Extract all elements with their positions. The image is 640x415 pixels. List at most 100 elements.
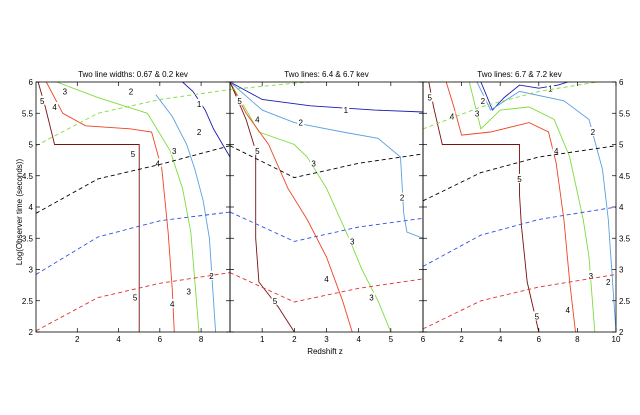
contour-label-bg bbox=[253, 145, 261, 155]
y-tick-label: 6 bbox=[29, 78, 34, 87]
contour-label: 2 bbox=[209, 272, 214, 281]
contour-line-2 bbox=[476, 82, 616, 332]
y-axis-label: Log(Observer time (seconds)) bbox=[15, 159, 24, 266]
contour-line-2 bbox=[230, 82, 423, 239]
y-tick-label-right: 5 bbox=[619, 141, 624, 150]
x-tick-label: 10 bbox=[612, 335, 621, 344]
contour-label-bg bbox=[564, 305, 572, 315]
contour-label: 3 bbox=[186, 287, 191, 296]
contour-line-4 bbox=[230, 82, 353, 332]
contour-label: 4 bbox=[156, 159, 161, 168]
contour-label: 3 bbox=[589, 272, 594, 281]
y-tick-label-right: 2 bbox=[619, 328, 624, 337]
contour-label-bg bbox=[185, 286, 193, 296]
dashed-curve bbox=[423, 274, 616, 330]
y-tick-label: 2.5 bbox=[22, 297, 34, 306]
contour-label-bg bbox=[552, 145, 560, 155]
dashed-curve bbox=[230, 272, 423, 303]
y-tick-label: 3.5 bbox=[22, 234, 34, 243]
contour-label: 4 bbox=[566, 306, 571, 315]
contour-line-4 bbox=[445, 82, 576, 332]
contour-label-bg bbox=[271, 295, 279, 305]
y-tick-label: 5 bbox=[29, 141, 34, 150]
y-tick-label-right: 6 bbox=[619, 78, 624, 87]
y-tick-label-right: 4.5 bbox=[619, 172, 631, 181]
contour-label: 5 bbox=[273, 297, 278, 306]
y-tick-label-right: 2.5 bbox=[619, 297, 631, 306]
dashed-curve bbox=[36, 211, 230, 275]
y-tick-label-right: 5.5 bbox=[619, 109, 631, 118]
contour-label-bg bbox=[368, 292, 376, 302]
dashed-curve bbox=[36, 272, 230, 332]
y-tick-label: 4 bbox=[29, 203, 34, 212]
panels: Two line widths: 0.67 & 0.2 kev122233344… bbox=[22, 70, 631, 344]
contour-label: 2 bbox=[481, 97, 486, 106]
contour-label: 4 bbox=[324, 275, 329, 284]
contour-label-bg bbox=[236, 95, 244, 105]
dashed-curve bbox=[423, 206, 616, 267]
contour-label: 5 bbox=[535, 312, 540, 321]
panel-lines: 1 2 2 3 3 3 4 4 5 5 5 bbox=[230, 82, 423, 332]
dashed-curve bbox=[423, 82, 600, 130]
contour-label-bg bbox=[129, 148, 137, 158]
x-tick-label: 1 bbox=[260, 335, 265, 344]
contour-label-bg bbox=[170, 145, 178, 155]
contour-label: 4 bbox=[255, 116, 260, 125]
contour-label: 5 bbox=[517, 175, 522, 184]
panel-title: Two line widths: 0.67 & 0.2 kev bbox=[78, 70, 188, 79]
contour-label-bg bbox=[195, 127, 203, 136]
contour-label: 5 bbox=[237, 97, 242, 106]
contour-label-bg bbox=[604, 277, 612, 286]
contour-label-bg bbox=[587, 270, 595, 280]
contour-label-bg bbox=[207, 270, 215, 280]
contour-label-bg bbox=[195, 98, 203, 108]
contour-label: 3 bbox=[369, 294, 374, 303]
contour-line-1 bbox=[182, 82, 230, 158]
x-tick-label: 4 bbox=[116, 335, 121, 344]
contour-label-bg bbox=[168, 298, 176, 308]
x-tick-label: 4 bbox=[356, 335, 361, 344]
contour-line-3 bbox=[56, 82, 200, 332]
contour-label: 3 bbox=[172, 147, 177, 156]
y-tick-label: 2 bbox=[29, 328, 34, 337]
contour-label: 5 bbox=[131, 150, 136, 159]
x-tick-label: 6 bbox=[421, 335, 426, 344]
contour-label-bg bbox=[479, 95, 487, 105]
panel-title: Two lines: 6.7 & 7.2 kev bbox=[477, 70, 562, 79]
contour-line-5 bbox=[428, 82, 540, 332]
x-tick-label: 2 bbox=[75, 335, 80, 344]
contour-label: 5 bbox=[133, 294, 138, 303]
contour-line-5 bbox=[230, 82, 295, 332]
contour-line-2 bbox=[155, 94, 217, 332]
x-tick-label: 6 bbox=[537, 335, 542, 344]
contour-label-bg bbox=[398, 192, 406, 202]
y-tick-label: 4.5 bbox=[22, 172, 34, 181]
y-tick-label-right: 3.5 bbox=[619, 234, 631, 243]
contour-label-bg bbox=[589, 127, 597, 136]
contour-label-bg bbox=[342, 105, 350, 115]
contour-label-bg bbox=[546, 83, 554, 93]
y-tick-label-right: 3 bbox=[619, 266, 624, 275]
contour-label-bg bbox=[533, 311, 541, 321]
contour-label-bg bbox=[323, 273, 330, 283]
contour-line-3 bbox=[468, 82, 596, 332]
contour-label-bg bbox=[426, 92, 434, 102]
x-tick-label: 8 bbox=[199, 335, 204, 344]
contour-line-1 bbox=[230, 82, 423, 113]
contour-label: 1 bbox=[548, 84, 553, 93]
x-tick-label: 2 bbox=[459, 335, 464, 344]
y-tick-label: 5.5 bbox=[22, 109, 34, 118]
x-tick-label: 2 bbox=[292, 335, 297, 344]
contour-label: 2 bbox=[400, 194, 405, 203]
contour-label: 5 bbox=[255, 147, 260, 156]
dashed-curve bbox=[36, 145, 230, 214]
y-tick-label: 3 bbox=[29, 266, 34, 275]
contour-label: 2 bbox=[129, 87, 134, 96]
contour-label: 2 bbox=[197, 128, 202, 137]
contour-label: 5 bbox=[40, 97, 45, 106]
dashed-curve bbox=[423, 145, 616, 202]
contour-label: 2 bbox=[606, 278, 611, 287]
